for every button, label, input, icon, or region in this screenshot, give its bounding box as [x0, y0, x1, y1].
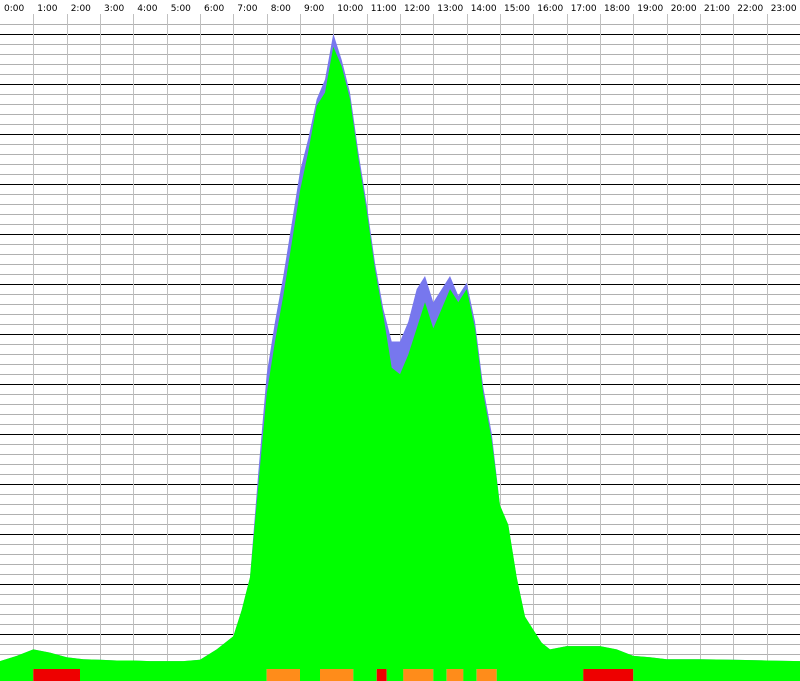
hour-tick-label: 5:00: [171, 4, 191, 14]
status-segment-ok: [633, 669, 800, 681]
hour-axis-band: [0, 0, 800, 14]
series-ok-area: [0, 46, 800, 670]
status-segment-warn: [476, 669, 497, 681]
status-segment-warn: [320, 669, 354, 681]
status-segment-ok: [0, 669, 34, 681]
status-segment-warn: [266, 669, 300, 681]
hour-tick-label: 15:00: [504, 4, 530, 14]
hour-tick-label: 21:00: [704, 4, 730, 14]
series-total-area: [0, 33, 800, 670]
hour-tick-label: 17:00: [571, 4, 597, 14]
hour-tick-label: 8:00: [271, 4, 291, 14]
status-segment-ok: [300, 669, 320, 681]
status-segment-ok: [463, 669, 477, 681]
hour-tick-label: 12:00: [404, 4, 430, 14]
hour-tick-label: 11:00: [371, 4, 397, 14]
hour-tick-label: 9:00: [304, 4, 324, 14]
hour-tick-label: 1:00: [37, 4, 57, 14]
hour-tick-label: 4:00: [137, 4, 157, 14]
status-segment-bad: [33, 669, 80, 681]
hour-tick-label: 22:00: [737, 4, 763, 14]
hour-axis-labels: 0:00 1:00 2:00 3:00 4:00 5:00 6:00 7:00 8:00 9:00…: [0, 0, 800, 14]
hour-tick-label: 0:00: [4, 4, 24, 14]
plot-area: [0, 33, 800, 670]
status-segment-bad: [376, 669, 387, 681]
hour-tick-label: 18:00: [604, 4, 630, 14]
hour-tick-label: 2:00: [71, 4, 91, 14]
status-segment-warn: [403, 669, 434, 681]
hour-tick-label: 20:00: [671, 4, 697, 14]
status-segment-bad: [583, 669, 634, 681]
status-segment-ok: [433, 669, 447, 681]
hour-tick-label: 6:00: [204, 4, 224, 14]
hour-tick-label: 3:00: [104, 4, 124, 14]
status-segment-ok: [80, 669, 267, 681]
status-segment-warn: [446, 669, 464, 681]
status-bar: [0, 669, 800, 681]
hour-tick-label: 13:00: [437, 4, 463, 14]
hour-tick-label: 19:00: [637, 4, 663, 14]
status-segment-ok: [353, 669, 377, 681]
status-segment-ok: [496, 669, 584, 681]
hour-tick-label: 7:00: [237, 4, 257, 14]
status-segment-ok: [386, 669, 404, 681]
hour-tick-label: 14:00: [471, 4, 497, 14]
hour-tick-label: 10:00: [337, 4, 363, 14]
hour-tick-label: 16:00: [537, 4, 563, 14]
hour-tick-label: 23:00: [771, 4, 797, 14]
